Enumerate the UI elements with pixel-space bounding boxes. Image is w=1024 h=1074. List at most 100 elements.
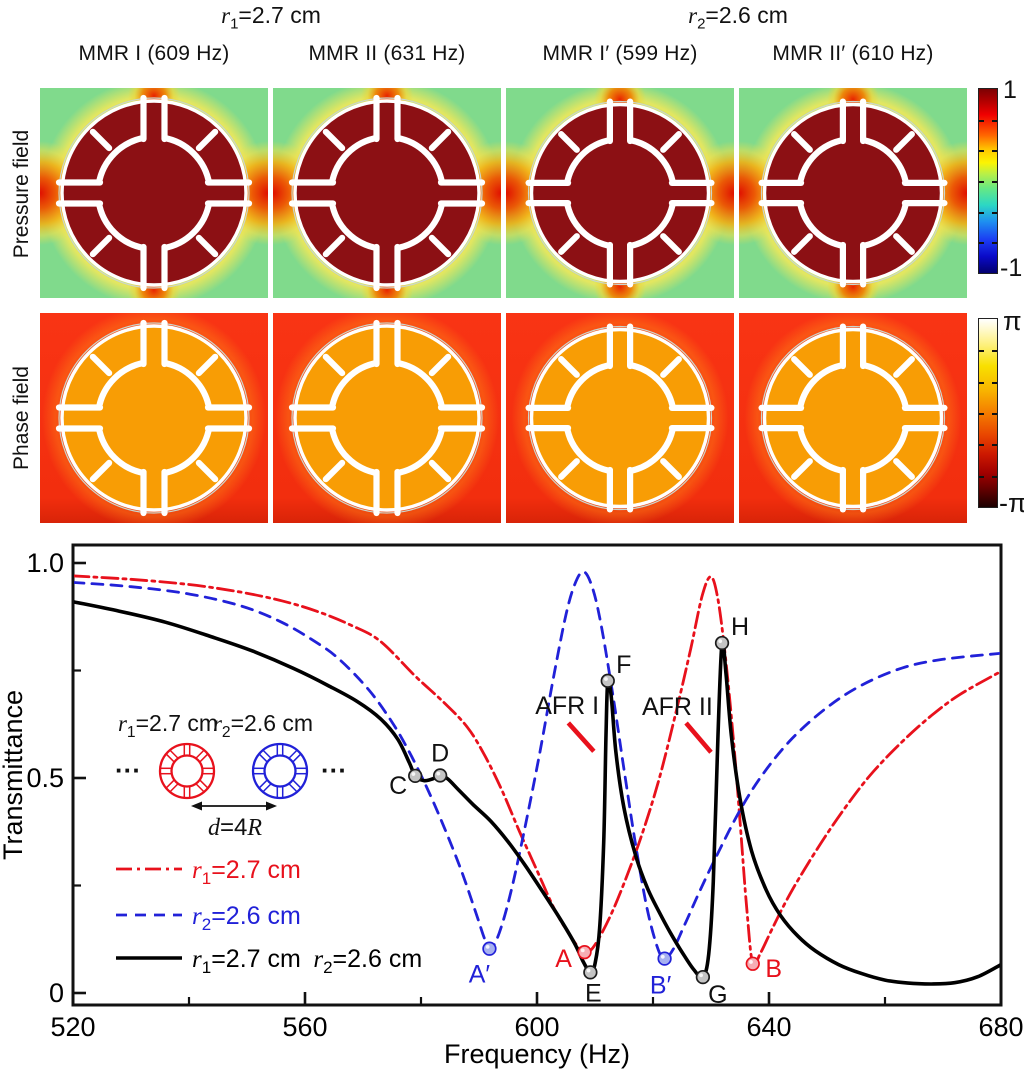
phase-field-panel-mmr1 [40, 306, 268, 530]
resonator-inner-arc [328, 134, 379, 185]
colorbar-tick [979, 181, 984, 183]
resonator-diagonal-slit [428, 353, 452, 377]
resonator-inner-arc [395, 359, 446, 410]
x-axis-tick-label: 520 [50, 1012, 95, 1042]
resonator-slit-pair [55, 404, 104, 432]
resonator-diagonal-slit [660, 356, 682, 378]
resonator-diagonal-slit [791, 131, 813, 153]
resonator-diagonal-slit [195, 128, 219, 152]
resonator-outer-edge [291, 97, 483, 289]
resonator-diagonal-slit [791, 356, 813, 378]
r1-rest: =2.7 cm [238, 2, 321, 28]
resonator-slit-pair [288, 404, 337, 432]
resonator-inner-arc [796, 361, 846, 411]
resonator-diagonal-slit [195, 234, 219, 258]
annotation-pointer [566, 721, 596, 753]
resonator-disk [293, 324, 481, 512]
resonator-inner-arc [796, 136, 846, 186]
annotation-label: AFR II [642, 693, 713, 721]
resonator-diagonal-slit [428, 128, 452, 152]
resonator-slit-pair [668, 179, 715, 207]
resonator-diagonal-slit [660, 458, 682, 480]
marker-label-E: E [585, 979, 602, 1007]
marker-E: E [583, 965, 602, 1007]
resonator-slit-pair [606, 98, 634, 145]
inset-ellipsis-left: ··· [115, 755, 141, 785]
pressure-colorbar-min-label: -1 [1000, 254, 1023, 282]
panel-title-mmr1p: MMR I′ (599 Hz) [542, 42, 698, 65]
group-header-r1: r1=2.7 cm [121, 2, 421, 33]
group-header-r2: r2=2.6 cm [588, 2, 888, 33]
resonator-inner-arc [395, 201, 446, 252]
resonator-slit-pair [668, 404, 715, 432]
resonator-ring-icon [158, 742, 216, 800]
resonator-slit-pair [758, 179, 805, 207]
phase-field-map [506, 309, 734, 527]
phase-colorbar-min-label: -π [999, 488, 1024, 518]
row-label-pressure-field: Pressure field [10, 129, 33, 259]
marker-label-B′: B′ [650, 972, 672, 1000]
colorbar-tick [979, 413, 984, 415]
resonator-slit-pair [839, 241, 867, 288]
colorbar-tick [979, 475, 984, 478]
resonator-diagonal-slit [660, 233, 682, 255]
panel-title-mmr1: MMR I (609 Hz) [78, 42, 230, 65]
resonator-diagonal-slit [322, 459, 346, 483]
resonator-inner-arc [95, 201, 146, 252]
resonator-outer-edge [527, 325, 713, 511]
legend-row-1: r2=2.6 cm [116, 902, 301, 934]
resonator-outer-edge [760, 325, 946, 511]
resonator-diagonal-slit [660, 131, 682, 153]
resonator-outer-edge [527, 100, 713, 286]
pressure-field-map [0, 70, 320, 316]
resonator-slit-pair [758, 404, 805, 432]
resonator-inner-arc [95, 426, 146, 477]
legend-row-0: r1=2.7 cm [116, 856, 301, 888]
colorbar-tick [992, 444, 997, 447]
x-axis-tick-label: 680 [978, 1012, 1023, 1042]
pressure-field-panel-mmr1p [454, 73, 786, 313]
pressure-field-panel-mmr1 [0, 70, 320, 316]
resonator-slit-pair [373, 94, 401, 143]
resonator-slit-pair [901, 404, 948, 432]
resonator-diagonal-slit [558, 233, 580, 255]
colorbar-tick [992, 119, 997, 122]
r2-rest: =2.6 cm [705, 2, 788, 28]
resonator-slit-pair [839, 323, 867, 370]
x-axis-title: Frequency (Hz) [444, 1039, 630, 1069]
inset-label-r2: r2=2.6 cm [213, 710, 313, 741]
resonator-inner-arc [796, 425, 846, 475]
resonator-slit-pair [140, 243, 168, 292]
resonator-disk [762, 327, 944, 509]
resonator-slit-pair [525, 179, 572, 207]
marker-C: C [389, 768, 423, 800]
resonator-slit-pair [204, 404, 253, 432]
resonator-inner-arc [627, 200, 677, 250]
inset-label-r1: r1=2.7 cm [118, 710, 218, 741]
resonator-diagonal-slit [89, 234, 113, 258]
curve-r1 [74, 574, 1000, 968]
resonator-inner-arc [95, 134, 146, 185]
resonator-slit-pair [525, 404, 572, 432]
colorbar-tick [992, 381, 997, 384]
resonator-diagonal-slit [558, 131, 580, 153]
curve-r2 [74, 570, 1000, 960]
resonator-diagonal-slit [791, 458, 813, 480]
marker-F: F [600, 651, 631, 688]
colorbar-tick [992, 181, 997, 183]
colorbar-tick [992, 211, 997, 214]
resonator-slit-pair [839, 466, 867, 513]
resonator-slit-pair [373, 243, 401, 292]
resonator-diagonal-slit [893, 458, 915, 480]
resonator-inner-arc [627, 361, 677, 411]
resonator-outer-edge [760, 100, 946, 286]
transmittance-chart: 520 560 600 640 680 0 0.5 1.0 Frequency (Hz) Tran… [0, 540, 1024, 1069]
resonator-slit-pair [140, 94, 168, 143]
r1-var: r [221, 3, 231, 28]
resonator-disk [762, 102, 944, 284]
resonator-inner-arc [328, 201, 379, 252]
marker-label-A′: A′ [469, 961, 491, 989]
marker-label-G: G [708, 981, 727, 1009]
colorbar-tick [992, 242, 997, 245]
marker-D: D [431, 739, 449, 783]
